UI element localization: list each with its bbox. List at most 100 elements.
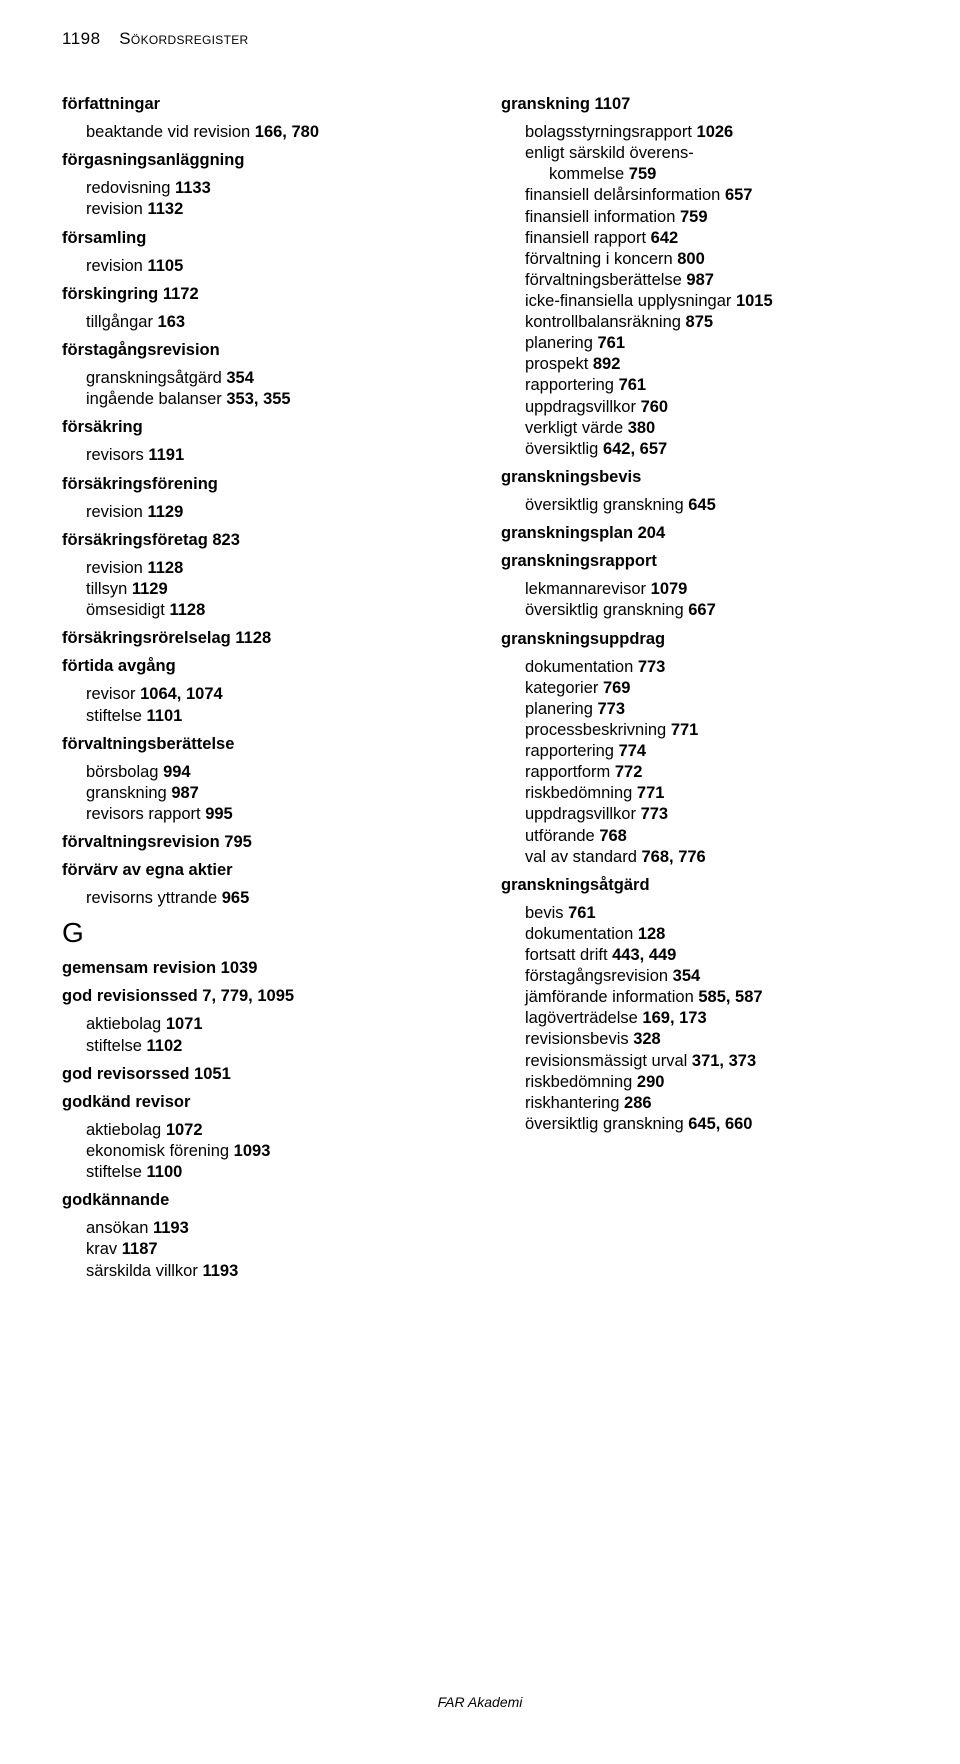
index-subterm: granskning [86, 784, 167, 802]
index-subterm: förvaltningsberättelse [525, 271, 682, 289]
index-subentry: förvaltning i koncern 800 [501, 249, 904, 270]
index-subterm: krav [86, 1240, 117, 1258]
index-subterm: rapportering [525, 742, 614, 760]
index-subentry: revisor 1064, 1074 [62, 684, 465, 705]
index-subentry: revisionsbevis 328 [501, 1029, 904, 1050]
index-heading: författningar [62, 94, 465, 115]
index-subentry: aktiebolag 1072 [62, 1120, 465, 1141]
index-term: försäkringsföretag [62, 531, 208, 549]
index-subterm: beaktande vid revision [86, 123, 250, 141]
index-subterm: stiftelse [86, 1163, 142, 1181]
index-subentry: översiktlig granskning 667 [501, 600, 904, 621]
index-page-ref: 1133 [170, 179, 210, 197]
index-subentry: kommelse 759 [501, 164, 904, 185]
index-subterm: riskhantering [525, 1094, 619, 1112]
index-heading: förvaltningsrevision 795 [62, 832, 465, 853]
index-page-ref: 371, 373 [687, 1052, 756, 1070]
index-subentry: översiktlig granskning 645 [501, 495, 904, 516]
index-page-ref: 1187 [117, 1240, 157, 1258]
index-subterm: aktiebolag [86, 1015, 161, 1033]
index-subentry: prospekt 892 [501, 354, 904, 375]
index-page-ref: 354 [668, 967, 700, 985]
index-columns: författningar beaktande vid revision 166,… [62, 94, 904, 1282]
index-heading: granskning 1107 [501, 94, 904, 115]
index-subentry: redovisning 1133 [62, 178, 465, 199]
index-subterm: uppdragsvillkor [525, 805, 636, 823]
index-subterm: finansiell information [525, 208, 675, 226]
index-page-ref: 1129 [143, 503, 183, 521]
index-heading: granskningsåtgärd [501, 875, 904, 896]
index-page-ref: 328 [629, 1030, 661, 1048]
index-subterm: revisorns yttrande [86, 889, 217, 907]
index-page-ref: 1128 [231, 629, 271, 647]
index-subentry: förstagångsrevision 354 [501, 966, 904, 987]
index-heading: förgasningsanläggning [62, 150, 465, 171]
index-subentry: kategorier 769 [501, 678, 904, 699]
index-subentry: granskning 987 [62, 783, 465, 804]
index-subterm: kommelse [549, 165, 624, 183]
index-subterm: verkligt värde [525, 419, 623, 437]
index-term: god revisionssed [62, 987, 198, 1005]
index-subterm: förstagångsrevision [525, 967, 668, 985]
index-subentry: ekonomisk förening 1093 [62, 1141, 465, 1162]
index-page-ref: 823 [208, 531, 240, 549]
index-page-ref: 800 [673, 250, 705, 268]
index-subterm: dokumentation [525, 925, 633, 943]
index-subentry: börsbolag 994 [62, 762, 465, 783]
index-heading: godkänd revisor [62, 1092, 465, 1113]
index-subterm: översiktlig granskning [525, 1115, 684, 1133]
index-subentry: fortsatt drift 443, 449 [501, 945, 904, 966]
index-page-ref: 645, 660 [684, 1115, 753, 1133]
index-subterm: prospekt [525, 355, 588, 373]
index-subentry: riskbedömning 290 [501, 1072, 904, 1093]
index-subentry: rapportform 772 [501, 762, 904, 783]
index-subterm: översiktlig granskning [525, 496, 684, 514]
index-subentry: granskningsåtgärd 354 [62, 368, 465, 389]
index-subentry: förvaltningsberättelse 987 [501, 270, 904, 291]
index-page-ref: 768 [595, 827, 627, 845]
index-page-ref: 1093 [229, 1142, 270, 1160]
index-page-ref: 1128 [165, 601, 205, 619]
index-subentry: uppdragsvillkor 773 [501, 804, 904, 825]
index-subterm: stiftelse [86, 1037, 142, 1055]
index-subterm: lekmannarevisor [525, 580, 646, 598]
index-page-ref: 1172 [158, 285, 198, 303]
index-heading: gemensam revision 1039 [62, 958, 465, 979]
index-subterm: ingående balanser [86, 390, 222, 408]
index-heading: granskningsrapport [501, 551, 904, 572]
index-heading: godkännande [62, 1190, 465, 1211]
index-subentry: revisors rapport 995 [62, 804, 465, 825]
index-page-ref: 761 [593, 334, 625, 352]
index-page-ref: 1015 [731, 292, 772, 310]
index-subentry: icke-finansiella upplysningar 1015 [501, 291, 904, 312]
index-subentry: ingående balanser 353, 355 [62, 389, 465, 410]
index-subterm: stiftelse [86, 707, 142, 725]
index-page-ref: 1132 [143, 200, 183, 218]
index-subterm: ansökan [86, 1219, 148, 1237]
index-page-ref: 1101 [142, 707, 182, 725]
index-term: förskingring [62, 285, 158, 303]
index-subterm: jämförande information [525, 988, 694, 1006]
index-subentry: utförande 768 [501, 826, 904, 847]
index-term: granskningsplan [501, 524, 633, 542]
index-subentry: revision 1129 [62, 502, 465, 523]
index-page-ref: 585, 587 [694, 988, 763, 1006]
index-page-ref: 994 [158, 763, 190, 781]
index-subterm: revision [86, 503, 143, 521]
index-subterm: revision [86, 257, 143, 275]
index-subterm: bevis [525, 904, 564, 922]
index-page-ref: 657 [720, 186, 752, 204]
index-subentry: beaktande vid revision 166, 780 [62, 122, 465, 143]
index-page-ref: 875 [681, 313, 713, 331]
index-page-ref: 987 [682, 271, 714, 289]
index-subentry: verkligt värde 380 [501, 418, 904, 439]
index-subterm: aktiebolag [86, 1121, 161, 1139]
index-subterm: processbeskrivning [525, 721, 666, 739]
index-page-ref: 667 [684, 601, 716, 619]
index-subterm: utförande [525, 827, 595, 845]
index-page-ref: 1105 [143, 257, 183, 275]
index-page-ref: 759 [624, 165, 656, 183]
index-subterm: revisionsbevis [525, 1030, 629, 1048]
index-subentry: processbeskrivning 771 [501, 720, 904, 741]
index-subterm: planering [525, 334, 593, 352]
